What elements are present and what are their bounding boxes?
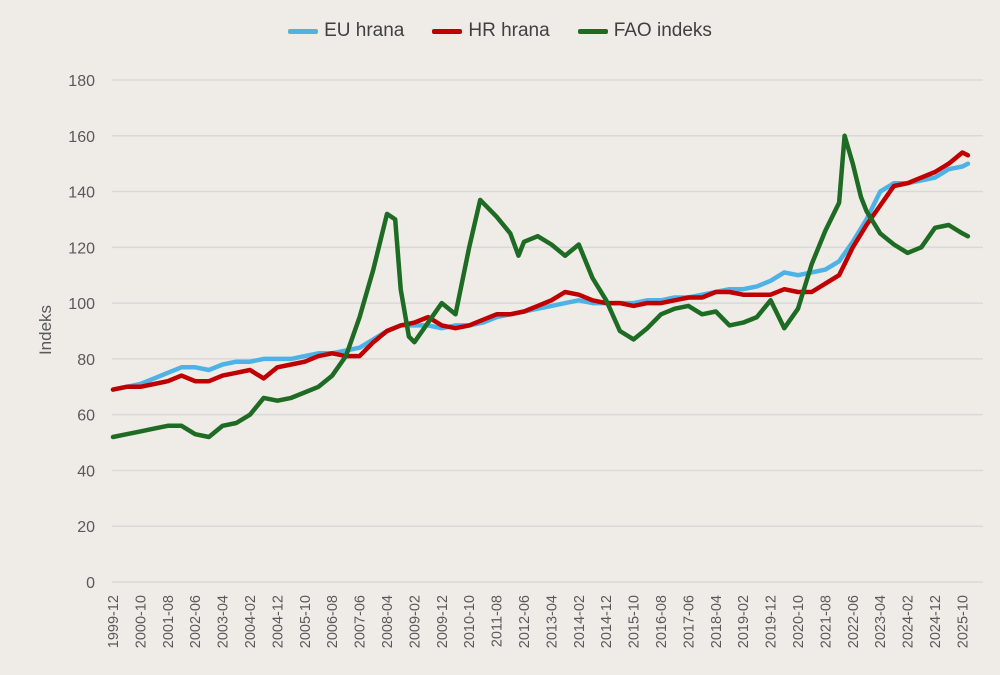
x-tick-label: 2010-10 [462, 595, 478, 648]
x-tick-label: 2011-08 [490, 595, 506, 647]
legend-label-fao-indeks: FAO indeks [613, 20, 712, 41]
y-tick-label: 80 [77, 352, 95, 369]
legend-item-fao-indeks: FAO indeks [577, 20, 712, 42]
x-tick-label: 2012-06 [517, 595, 533, 648]
x-tick-label: 2009-02 [407, 595, 423, 648]
legend-item-hr-hrana: HR hrana [432, 20, 550, 42]
y-tick-label: 140 [68, 185, 95, 202]
x-tick-label: 1999-12 [106, 595, 122, 648]
x-tick-label: 2008-04 [380, 595, 396, 648]
x-tick-label: 2025-10 [955, 595, 971, 648]
x-tick-label: 2003-04 [216, 595, 232, 648]
x-tick-label: 2004-02 [243, 595, 259, 648]
x-tick-label: 2019-02 [736, 595, 752, 648]
x-tick-label: 2001-08 [161, 595, 177, 648]
y-tick-label: 60 [77, 408, 95, 425]
y-tick-label: 180 [68, 73, 95, 90]
x-tick-label: 2007-06 [353, 595, 369, 648]
x-tick-label: 2020-10 [791, 595, 807, 648]
legend-label-hr-hrana: HR hrana [468, 20, 550, 41]
legend-swatch-eu-hrana [288, 28, 319, 34]
legend-label-eu-hrana: EU hrana [324, 20, 405, 41]
x-tick-label: 2024-12 [928, 595, 944, 648]
y-tick-label: 40 [77, 463, 95, 480]
y-tick-label: 100 [68, 296, 95, 313]
x-tick-label: 2019-12 [764, 595, 780, 648]
series-line-hr-hrana [110, 150, 971, 392]
y-tick-label: 0 [86, 575, 95, 592]
legend-item-eu-hrana: EU hrana [288, 20, 404, 42]
x-tick-label: 2009-12 [435, 595, 451, 648]
x-tick-label: 2002-06 [188, 595, 204, 648]
x-tick-label: 2006-08 [325, 595, 341, 648]
y-tick-label: 120 [68, 240, 95, 257]
x-tick-label: 2000-10 [133, 595, 149, 648]
legend-swatch-hr-hrana [432, 28, 463, 34]
x-tick-label: 2014-12 [599, 595, 615, 648]
x-tick-label: 2024-02 [901, 595, 917, 648]
y-tick-label: 20 [77, 519, 95, 536]
series-line-eu-hrana [110, 161, 971, 392]
x-tick-label: 2018-04 [709, 595, 725, 648]
x-tick-label: 2023-04 [873, 595, 889, 648]
x-tick-label: 2016-08 [654, 595, 670, 648]
x-tick-label: 2005-10 [298, 595, 314, 648]
legend: EU hrana HR hrana FAO indeks [0, 20, 1000, 42]
x-tick-label: 2013-04 [544, 595, 560, 648]
x-tick-label: 2015-10 [627, 595, 643, 648]
x-tick-label: 2022-06 [846, 595, 862, 648]
x-tick-label: 2021-08 [818, 595, 834, 648]
x-tick-label: 2004-12 [270, 595, 286, 648]
legend-swatch-fao-indeks [577, 28, 608, 34]
y-tick-label: 160 [68, 129, 95, 146]
x-tick-label: 2014-02 [572, 595, 588, 648]
x-tick-label: 2017-06 [681, 595, 697, 648]
series-line-fao-indeks [110, 133, 971, 440]
